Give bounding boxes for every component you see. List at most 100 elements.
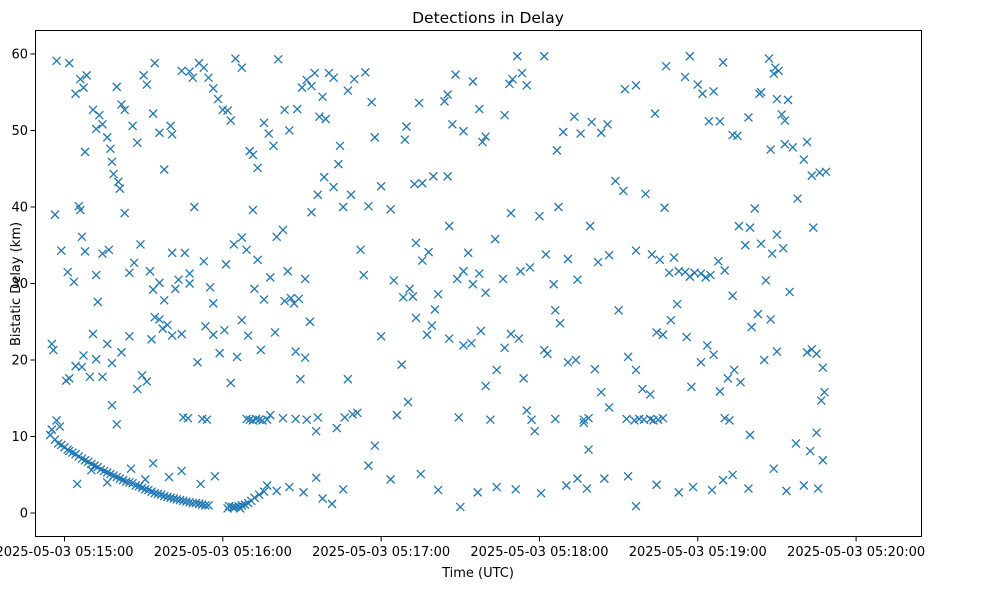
data-point-marker [64,373,74,383]
data-point-marker [818,363,828,373]
data-point-marker [614,305,624,315]
data-point-marker [231,54,240,64]
data-point-marker [816,396,826,406]
data-point-marker [788,142,798,152]
data-point-marker [248,150,258,160]
data-point-marker [273,54,283,64]
data-point-marker [812,349,821,359]
data-point-marker [208,83,218,93]
data-point-marker [576,129,586,138]
data-point-marker [284,482,294,492]
data-point-marker [466,338,476,348]
data-point-marker [452,274,462,284]
data-point-marker [440,96,449,106]
data-point-marker [666,315,676,325]
data-point-marker [124,477,134,487]
data-point-marker [468,77,478,86]
data-point-marker [542,349,552,359]
data-point-marker [428,171,438,181]
data-point-marker [669,253,679,262]
data-point-marker [265,272,275,282]
data-point-marker [364,461,373,471]
data-point-marker [307,207,316,217]
data-point-marker [653,415,663,425]
data-point-marker [819,387,829,397]
data-point-marker [262,481,272,490]
data-point-marker [629,416,639,425]
data-point-marker [753,309,763,319]
data-point-marker [237,63,247,73]
data-point-marker [623,471,633,481]
data-point-marker [579,415,589,425]
data-point-marker [204,73,214,83]
data-point-marker [500,343,510,353]
data-point-marker [69,277,79,287]
data-point-marker [270,328,280,337]
data-point-marker [332,423,342,433]
data-point-marker [769,464,779,474]
data-point-marker [793,194,802,204]
data-point-marker [397,360,407,370]
data-point-marker [408,292,418,301]
data-point-marker [264,129,274,138]
data-point-marker [98,372,107,382]
data-point-marker [159,295,169,305]
data-point-marker [140,474,150,484]
data-point-marker [115,184,125,194]
data-point-marker [473,487,483,497]
data-point-marker [199,256,209,266]
data-point-marker [705,270,715,280]
data-point-marker [213,94,223,104]
data-point-marker [658,330,668,340]
data-point-marker [52,416,62,425]
data-point-marker [185,279,195,288]
data-point-marker [459,341,468,350]
data-point-marker [248,205,258,215]
data-point-marker [359,270,369,280]
data-point-marker [202,415,212,425]
data-point-marker [321,114,331,124]
data-point-marker [512,51,522,61]
data-point-marker [549,279,559,289]
data-point-marker [704,116,714,126]
data-point-marker [318,92,328,102]
data-point-marker [292,104,302,114]
data-point-marker [785,287,795,297]
data-point-marker [504,79,514,89]
data-point-marker [400,135,410,145]
data-point-marker [522,80,532,90]
data-point-marker [603,119,612,129]
data-point-marker [802,347,812,357]
x-axis-label: Time (UTC) [441,566,514,581]
data-point-marker [329,73,339,83]
data-point-marker [153,489,163,499]
data-point-marker [47,425,57,435]
data-point-marker [799,481,809,490]
x-tick-label: 2025-05-03 05:16:00 [154,545,292,560]
data-point-marker [416,469,426,479]
data-point-marker [443,90,453,99]
y-tick-label: 40 [11,200,28,215]
data-point-marker [553,202,563,212]
data-point-marker [454,412,464,422]
data-point-marker [541,249,551,259]
data-point-marker [80,246,90,256]
data-point-marker [63,267,73,277]
data-point-marker [102,339,112,349]
data-point-marker [641,189,650,199]
data-point-marker [232,352,242,362]
data-point-marker [360,67,370,77]
data-point-marker [117,99,126,109]
data-point-marker [451,70,461,80]
data-point-marker [223,106,233,116]
data-point-marker [348,409,358,419]
data-point-marker [720,413,730,423]
data-point-marker [117,347,126,357]
data-point-marker [284,126,294,135]
data-point-marker [93,297,103,307]
data-point-marker [525,262,535,272]
data-point-marker [204,500,214,510]
data-point-marker [294,294,304,304]
data-point-marker [386,204,396,214]
